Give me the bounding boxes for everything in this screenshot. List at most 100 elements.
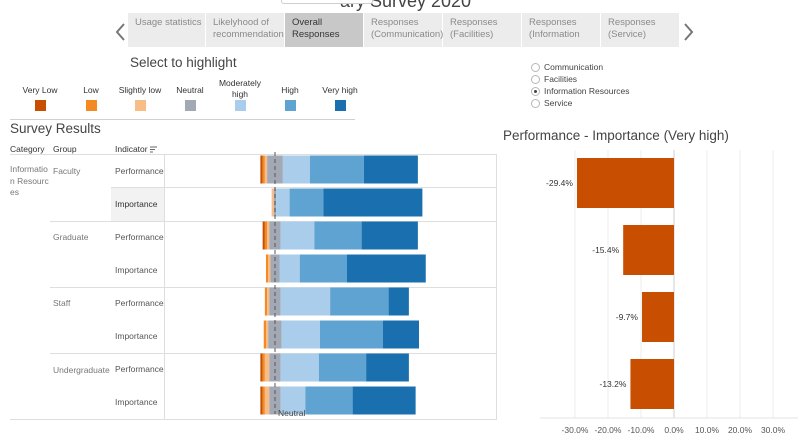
prev-tab-arrow-icon[interactable] [114,20,128,44]
survey-results-title: Survey Results [10,121,101,136]
survey-results-chart: Neutral [260,152,426,418]
legend-label: Very high [322,85,358,95]
highlight-title: Select to highlight [130,55,237,70]
bar-segment-moderately-high[interactable] [280,287,331,316]
legend-label: High [281,85,299,95]
sort-icon[interactable] [149,146,158,153]
bar-segment-slightly-low[interactable] [266,320,269,349]
legend-swatch [285,100,296,111]
bar-segment-moderately-high[interactable] [276,188,290,217]
perf-bar-graduate[interactable] [623,225,674,275]
perf-importance-chart: -29.4% -15.4% -9.7% -13.2% -30.0% -20.0% -10.0… [540,150,798,435]
legend-swatch [35,100,46,111]
perf-bar-staff[interactable] [641,292,674,342]
dashboard-title: ary Survey 2020 [340,0,472,11]
tab-label: (Information [529,29,580,40]
bar-segment-high[interactable] [318,353,367,382]
indicator-importance: Importance [115,331,158,341]
bar-segment-very-high[interactable] [383,320,419,349]
bar-segment-high[interactable] [299,254,347,283]
bar-segment-very-high[interactable] [323,188,423,217]
perf-bar-faculty[interactable] [576,158,674,208]
bar-segment-slightly-low[interactable] [268,254,271,283]
bar-segment-low[interactable] [263,320,266,349]
bar-segment-very-high[interactable] [388,287,409,316]
bar-segment-slightly-low[interactable] [264,386,270,415]
legend-label: Moderately high [218,78,262,99]
bar-segment-high[interactable] [320,320,383,349]
bar-segment-very-high[interactable] [363,155,418,184]
tab-responses-information[interactable]: Responses (Information [522,13,600,47]
tab-responses-service[interactable]: Responses (Service) [601,13,679,47]
group-undergraduate: Undergraduate [53,365,110,375]
bar-segment-high[interactable] [314,221,362,250]
tab-responses-facilities[interactable]: Responses (Facilities) [443,13,521,47]
bar-segment-low[interactable] [266,254,269,283]
bar-segment-very-low[interactable] [260,386,263,415]
bar-segment-moderately-high[interactable] [282,155,310,184]
tab-label: Responses [608,17,656,28]
bar-segment-very-low[interactable] [260,353,263,382]
legend-swatch [185,100,196,111]
bar-segment-neutral[interactable] [269,353,281,382]
bar-segment-very-high[interactable] [366,353,409,382]
perf-bar-value-label: -9.7% [616,312,639,322]
group-faculty: Faculty [53,166,81,176]
perf-importance-title: Performance - Importance (Very high) [503,128,729,143]
tab-responses-communication[interactable]: Responses (Communication) [364,13,443,47]
bar-segment-very-high[interactable] [347,254,426,283]
x-tick-label: 30.0% [761,425,786,435]
tab-overall-responses[interactable]: Overall Responses [285,13,363,47]
tab-usage-statistics[interactable]: Usage statistics [128,13,205,47]
perf-bar-value-label: -29.4% [546,178,573,188]
legend-label: Very Low [22,85,58,95]
indicator-performance: Performance [115,364,164,374]
bar-segment-low[interactable] [262,353,265,382]
tab-label: (Facilities) [450,29,494,40]
bar-segment-neutral[interactable] [270,254,280,283]
bar-segment-moderately-high[interactable] [280,386,306,415]
radio-selected-icon [531,87,540,96]
bar-segment-high[interactable] [309,155,364,184]
radio-circle-icon [531,63,540,72]
tab-likelyhood-of-recommendation[interactable]: Likelyhood of recommendation [206,13,284,47]
row-divider [111,187,497,188]
bar-segment-slightly-low[interactable] [264,353,270,382]
bar-segment-high[interactable] [305,386,353,415]
bar-segment-very-high[interactable] [352,386,416,415]
bar-segment-slightly-low[interactable] [271,188,274,217]
tab-label: Responses [450,17,498,28]
bar-segment-slightly-low[interactable] [267,287,270,316]
bar-segment-very-high[interactable] [361,221,418,250]
bar-segment-moderately-high[interactable] [281,320,320,349]
tab-label: Usage statistics [135,17,202,28]
bar-segment-moderately-high[interactable] [280,221,315,250]
bar-segment-low[interactable] [262,386,265,415]
bar-segment-very-low[interactable] [262,221,265,250]
bar-segment-slightly-low[interactable] [267,221,270,250]
bar-segment-moderately-high[interactable] [280,353,319,382]
bar-segment-high[interactable] [289,188,324,217]
tab-label: recommendation [213,29,284,40]
neutral-line-label: Neutral [278,408,306,418]
x-tick-label: 0.0% [664,425,684,435]
bar-segment-high[interactable] [330,287,389,316]
bar-segment-low[interactable] [264,221,268,250]
bar-segment-very-low[interactable] [260,155,263,184]
legend-swatch [86,100,97,111]
legend-swatch [135,100,146,111]
tab-label: Likelyhood of [213,17,269,28]
bar-segment-slightly-low[interactable] [264,155,268,184]
bar-segment-neutral[interactable] [269,221,281,250]
group-graduate: Graduate [53,232,89,242]
next-tab-arrow-icon[interactable] [681,20,695,44]
perf-bar-undergraduate[interactable] [630,359,674,409]
bar-segment-moderately-high[interactable] [279,254,300,283]
radio-circle-icon [531,75,540,84]
bar-segment-low[interactable] [262,155,265,184]
category-information-resources: Information Resources [10,164,49,197]
tab-label: Responses [371,17,419,28]
indicator-importance: Importance [115,265,158,275]
bar-segment-low[interactable] [264,287,268,316]
header-indicator[interactable]: Indicator [115,144,158,154]
